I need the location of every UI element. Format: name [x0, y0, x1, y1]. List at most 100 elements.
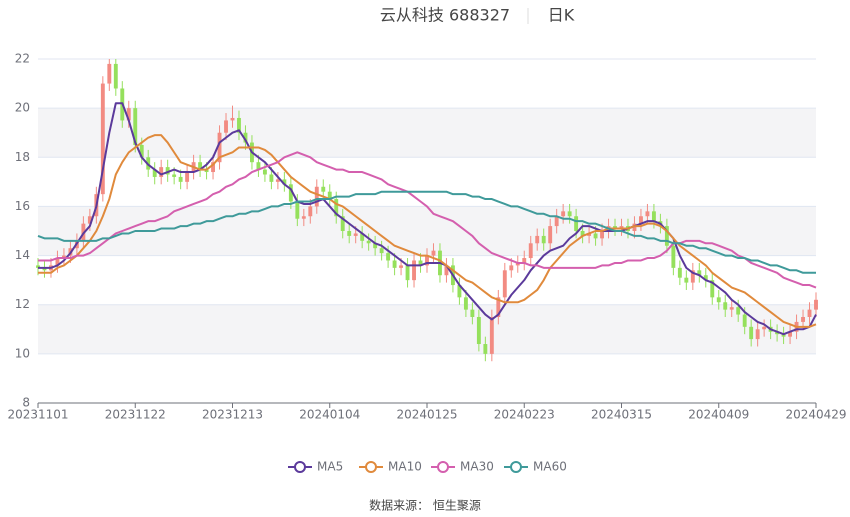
x-tick-label: 20240104: [299, 408, 360, 422]
x-tick-label: 20240315: [591, 408, 652, 422]
candle-body: [107, 63, 112, 84]
candle-body: [55, 258, 60, 266]
x-tick-label: 20231101: [7, 408, 68, 422]
candle-body: [373, 243, 378, 249]
candle-body: [801, 317, 805, 322]
candle-body: [587, 233, 592, 236]
candle-body: [152, 169, 157, 177]
legend-marker[interactable]: [294, 461, 306, 473]
candle-body: [327, 191, 332, 200]
candle-body: [476, 317, 481, 345]
candle-body: [671, 245, 676, 268]
candle-body: [632, 223, 637, 231]
candle-body: [554, 216, 559, 227]
candle-body: [262, 169, 267, 175]
chart-subtitle: 日K: [548, 6, 575, 25]
candle-body: [515, 262, 520, 266]
candle-body: [703, 275, 708, 281]
legend-marker[interactable]: [510, 461, 522, 473]
candle-body: [87, 216, 92, 224]
candle-body: [100, 83, 105, 195]
candle-body: [347, 231, 352, 236]
legend-label[interactable]: MA30: [460, 460, 494, 474]
candle-body: [775, 331, 780, 335]
candle-body: [275, 179, 280, 182]
candle-body: [314, 186, 319, 207]
candle-body: [463, 297, 468, 310]
candle-body: [139, 145, 144, 158]
candle-body: [651, 211, 656, 222]
candle-body: [399, 265, 404, 268]
y-tick-label: 10: [15, 346, 30, 360]
candle-body: [613, 226, 617, 229]
legend-label[interactable]: MA10: [388, 460, 422, 474]
candle-body: [178, 176, 183, 182]
candle-body: [321, 186, 326, 192]
ma-line: [37, 190, 816, 274]
y-tick-label: 14: [15, 248, 30, 262]
candle-body: [593, 233, 598, 239]
x-tick-label: 20240409: [688, 408, 749, 422]
chart-title: 云从科技 688327: [380, 6, 510, 25]
legend-label[interactable]: MA5: [317, 460, 343, 474]
candle-body: [243, 132, 248, 143]
candle-body: [580, 231, 585, 236]
candle-body: [788, 331, 793, 337]
candle-body: [697, 270, 702, 276]
candle-body: [353, 233, 358, 236]
legend-marker[interactable]: [437, 461, 449, 473]
x-tick-label: 20231213: [202, 408, 263, 422]
candle-body: [762, 326, 767, 330]
candle-body: [749, 326, 754, 340]
candle-body: [483, 344, 488, 354]
candle-body: [489, 317, 494, 354]
candle-body: [716, 297, 721, 303]
candle-body: [522, 258, 527, 263]
candle-body: [288, 184, 293, 202]
x-tick-label: 20240125: [396, 408, 457, 422]
candle-body: [541, 235, 546, 244]
legend-label[interactable]: MA60: [533, 460, 567, 474]
y-tick-label: 20: [15, 101, 30, 115]
candle-body: [360, 233, 365, 241]
candle-body: [690, 270, 695, 283]
y-tick-label: 8: [22, 396, 30, 410]
candle-body: [366, 240, 371, 244]
candle-body: [664, 226, 669, 246]
candle-body: [781, 334, 786, 337]
ma-line: [38, 102, 817, 336]
candle-body: [405, 265, 410, 281]
candle-body: [61, 255, 66, 259]
candle-body: [814, 299, 818, 310]
candle-body: [340, 216, 345, 231]
candle-body: [567, 211, 572, 217]
candle-body: [204, 169, 209, 173]
plot-band: [38, 108, 816, 158]
candle-body: [198, 162, 203, 170]
x-tick-label: 20231122: [105, 408, 166, 422]
candle-body: [723, 302, 728, 310]
plot-band: [38, 304, 816, 354]
candle-body: [807, 309, 812, 317]
candle-body: [392, 260, 397, 268]
candle-body: [386, 253, 391, 261]
candle-body: [126, 108, 131, 121]
candle-body: [269, 174, 274, 182]
candle-body: [159, 167, 164, 177]
ma-line: [38, 134, 817, 328]
candle-body: [172, 174, 177, 177]
candle-body: [444, 265, 449, 276]
candle-body: [502, 270, 507, 298]
candle-body: [256, 162, 261, 170]
legend-marker[interactable]: [365, 461, 377, 473]
source-note: 数据来源： 恒生聚源: [369, 498, 481, 513]
candle-body: [412, 260, 416, 281]
candle-body: [431, 250, 436, 256]
candle-body: [36, 265, 40, 268]
candle-body: [217, 132, 222, 163]
candle-body: [224, 120, 228, 133]
candle-body: [42, 267, 47, 271]
candle-body: [677, 267, 682, 278]
candle-body: [736, 307, 741, 315]
